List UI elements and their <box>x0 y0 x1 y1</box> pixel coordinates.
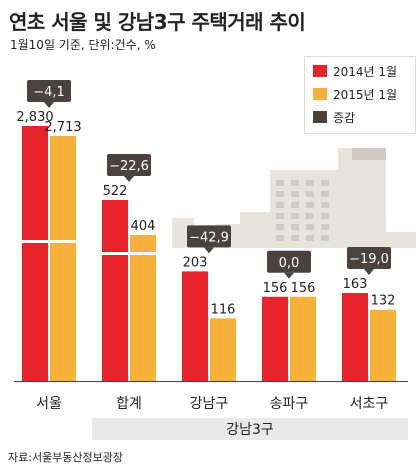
building-window <box>291 180 299 186</box>
building-roof <box>352 148 386 160</box>
group-band <box>92 418 408 440</box>
building-window <box>291 191 299 197</box>
value-label-2014-3: 203 <box>183 255 208 270</box>
legend-label-2014: 2014년 1월 <box>333 64 398 79</box>
building-window <box>321 202 329 208</box>
building-window <box>306 224 314 230</box>
bar-2014-1 <box>22 126 48 381</box>
group-label: 강남3구 <box>226 422 274 438</box>
change-callout-1 <box>27 80 71 102</box>
legend: 2014년 1월 2015년 1월 증감 <box>304 56 416 134</box>
change-callout-pointer-5 <box>364 269 374 275</box>
change-label-5: −19,0 <box>349 252 389 267</box>
change-callout-5 <box>347 247 391 269</box>
category-label-2: 합계 <box>116 396 142 412</box>
building-window <box>306 191 314 197</box>
background-building <box>240 212 270 248</box>
change-label-2: −22,6 <box>109 159 149 174</box>
value-label-2015-2: 404 <box>131 219 156 234</box>
change-callout-pointer-3 <box>204 247 214 254</box>
building-window <box>276 202 284 208</box>
legend-label-2015: 2015년 1월 <box>333 87 398 102</box>
building-window <box>321 213 329 219</box>
change-label-4: 0,0 <box>279 256 300 271</box>
change-callout-pointer-1 <box>44 102 54 108</box>
building-window <box>276 213 284 219</box>
change-callout-pointer-2 <box>124 176 134 182</box>
building-window <box>306 213 314 219</box>
building-window <box>306 180 314 186</box>
chart-subtitle: 1월10일 기준, 단위:건수, % <box>10 38 156 52</box>
legend-item-change: 증감 <box>313 109 355 125</box>
building-window <box>276 191 284 197</box>
building-window <box>306 202 314 208</box>
category-label-4: 송파구 <box>270 396 309 412</box>
value-label-2015-3: 116 <box>211 302 236 317</box>
bar-2015-3 <box>210 318 236 381</box>
building-window <box>276 235 284 241</box>
building-window <box>321 224 329 230</box>
bar-2015-1 <box>50 136 76 381</box>
chart-title: 연초 서울 및 강남3구 주택거래 추이 <box>9 10 306 34</box>
change-callout-pointer-4 <box>284 272 294 279</box>
value-label-2014-5: 163 <box>343 277 368 292</box>
axis-break-mark <box>101 252 157 255</box>
legend-swatch-2014 <box>313 65 327 77</box>
building-window <box>291 224 299 230</box>
legend-swatch-change <box>313 111 327 123</box>
category-label-1: 서울 <box>36 396 62 412</box>
change-callout-2 <box>107 154 151 176</box>
building-window <box>321 191 329 197</box>
value-label-2014-2: 522 <box>103 184 128 199</box>
bar-2015-4 <box>290 296 316 381</box>
change-callout-3 <box>187 225 231 248</box>
building-window <box>276 224 284 230</box>
legend-label-change: 증감 <box>333 110 356 125</box>
change-label-3: −42,9 <box>189 230 229 245</box>
building-window <box>291 235 299 241</box>
building-window <box>291 213 299 219</box>
building-window <box>321 180 329 186</box>
building-window <box>321 235 329 241</box>
value-label-2014-4: 156 <box>263 281 288 296</box>
value-label-2015-1: 2,713 <box>44 120 81 135</box>
axis-break-mark <box>21 240 77 243</box>
building-window <box>291 202 299 208</box>
change-label-1: −4,1 <box>33 85 65 100</box>
bar-2014-2 <box>102 200 128 381</box>
bar-2015-5 <box>370 309 396 381</box>
background-building <box>338 148 386 248</box>
legend-item-2014: 2014년 1월 <box>313 63 397 79</box>
bar-2014-3 <box>182 271 208 381</box>
value-label-2015-5: 132 <box>371 294 396 309</box>
building-window <box>276 180 284 186</box>
bar-2015-2 <box>130 235 156 381</box>
value-label-2014-1: 2,830 <box>16 110 53 125</box>
value-label-2015-4: 156 <box>291 281 316 296</box>
change-callout-4 <box>267 250 311 273</box>
building-window <box>306 235 314 241</box>
legend-swatch-2015 <box>313 88 327 100</box>
source-note: 자료:서울부동산정보광장 <box>8 451 124 464</box>
legend-item-2015: 2015년 1월 <box>313 86 397 102</box>
bar-2014-5 <box>342 293 368 381</box>
category-label-5: 서초구 <box>350 396 389 412</box>
category-label-3: 강남구 <box>190 396 229 412</box>
background-building <box>386 232 416 248</box>
bar-2014-4 <box>262 296 288 381</box>
